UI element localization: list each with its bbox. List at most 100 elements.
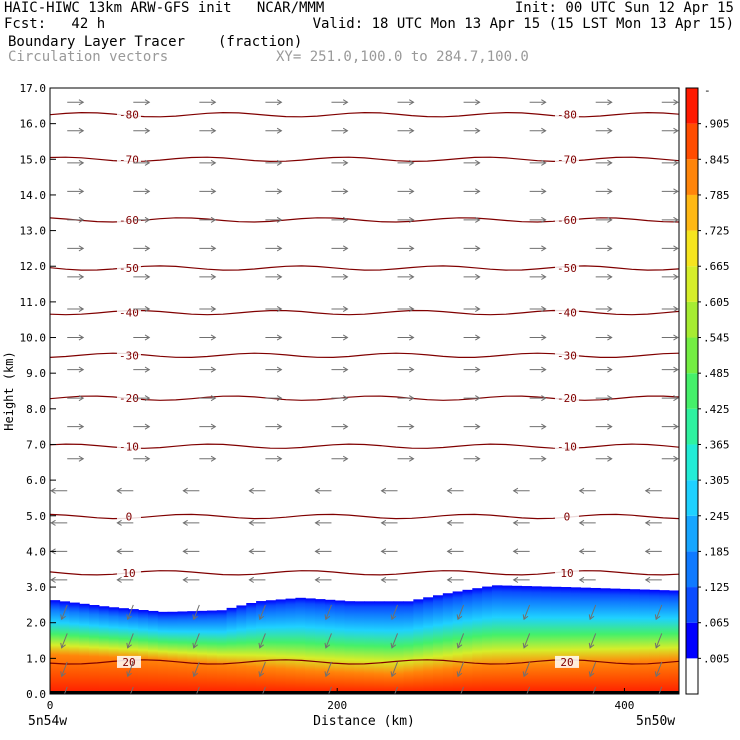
colorbar-label: .365 <box>703 438 730 451</box>
vector-head <box>182 487 188 494</box>
contour-label-bg <box>116 262 141 275</box>
y-tick-label: 5.0 <box>26 510 46 523</box>
tracer-column <box>423 597 434 694</box>
vector-head <box>446 548 453 555</box>
vector-head <box>475 159 481 166</box>
vector-head <box>380 576 387 583</box>
contour-label: 10 <box>560 567 573 580</box>
x-end-label-left: 5n54w <box>28 714 67 729</box>
tracer-column <box>649 589 660 694</box>
vector-arrow <box>589 604 597 620</box>
vector-head <box>276 127 283 134</box>
y-tick-label: 12.0 <box>20 260 47 273</box>
vector-head <box>116 576 122 583</box>
tracer-column <box>265 600 277 694</box>
tracer-column <box>639 589 650 694</box>
init-time: Init: 00 UTC Sun 12 Apr 15 <box>514 0 734 16</box>
contour-label-bg <box>116 349 141 362</box>
vector-head <box>607 99 613 106</box>
vector-head <box>61 696 66 701</box>
contour-label: -50 <box>557 262 577 275</box>
tracer-column <box>550 586 562 694</box>
y-axis-title: Height (km) <box>2 351 16 430</box>
tracer-column <box>334 600 346 694</box>
vector-head <box>192 671 199 678</box>
vector-head <box>541 334 547 341</box>
vector-head <box>342 188 349 195</box>
vector-head <box>512 576 519 583</box>
vector-head <box>607 127 613 134</box>
vector-head <box>276 273 283 280</box>
vector-head <box>673 273 679 280</box>
y-tick-label: 9.0 <box>26 367 46 380</box>
vector-head <box>475 216 481 223</box>
colorbar-swatch <box>686 480 698 516</box>
vector-arrow <box>655 604 663 620</box>
vector-head <box>182 548 188 555</box>
tracer-column <box>344 601 355 694</box>
vector-arrow <box>589 633 597 648</box>
tracer-column <box>167 611 179 694</box>
vector-arrow <box>457 604 465 620</box>
vector-head <box>541 423 547 430</box>
vector-arrow <box>325 661 332 677</box>
vector-head <box>144 188 151 195</box>
vector-head <box>673 366 679 373</box>
tracer-column <box>432 595 444 694</box>
vector-arrow <box>196 686 200 694</box>
vector-head <box>408 216 415 223</box>
tracer-column <box>501 585 513 694</box>
vector-head <box>380 519 387 526</box>
vector-head <box>541 216 547 223</box>
vector-head <box>210 273 217 280</box>
vector-head <box>210 188 217 195</box>
vector-head <box>210 395 217 402</box>
vector-arrow <box>61 604 68 620</box>
vector-head <box>380 548 387 555</box>
contour-label-bg <box>554 566 579 579</box>
xy-range: XY= 251.0,100.0 to 284.7,100.0 <box>276 49 529 65</box>
vector-arrow <box>259 661 266 677</box>
contour-label-bg <box>554 510 579 523</box>
vector-arrow <box>63 686 68 694</box>
vector-head <box>644 548 651 555</box>
vector-head <box>607 273 613 280</box>
contour-label: -30 <box>119 349 139 362</box>
vector-head <box>654 671 661 678</box>
tracer-column <box>600 588 611 694</box>
contour-label: -80 <box>557 109 577 122</box>
contour-label: -70 <box>557 153 577 166</box>
vector-head <box>324 671 331 678</box>
colorbar-label: .245 <box>703 510 730 523</box>
vector-head <box>50 576 56 583</box>
vector-head <box>276 159 283 166</box>
vector-head <box>644 576 651 583</box>
colorbar-label: .005 <box>703 652 730 665</box>
vector-head <box>144 216 151 223</box>
vector-arrow <box>391 661 398 677</box>
tracer-column <box>59 601 70 694</box>
vector-head <box>588 614 595 621</box>
plot-frame <box>49 87 680 695</box>
vector-head <box>314 576 321 583</box>
vector-head <box>193 696 198 701</box>
vector-head <box>342 455 349 462</box>
contour-line <box>50 309 679 316</box>
vector-head <box>522 671 529 678</box>
tracer-column <box>285 598 297 694</box>
tracer-column <box>256 601 267 694</box>
vector-head <box>314 519 321 526</box>
contour-label: -20 <box>119 392 139 405</box>
vector-arrow <box>523 633 531 648</box>
tracer-column <box>413 599 424 694</box>
tracer-fill <box>50 585 679 694</box>
vector-arrow <box>259 633 266 648</box>
valid-time: Valid: 18 UTC Mon 13 Apr 15 (15 LST Mon … <box>312 16 734 32</box>
vector-head <box>673 99 679 106</box>
vector-head <box>644 487 651 494</box>
colorbar-label: .485 <box>703 367 730 380</box>
vector-head <box>182 576 188 583</box>
vector-head <box>475 423 481 430</box>
tracer-column <box>511 585 523 694</box>
vector-head <box>607 188 613 195</box>
